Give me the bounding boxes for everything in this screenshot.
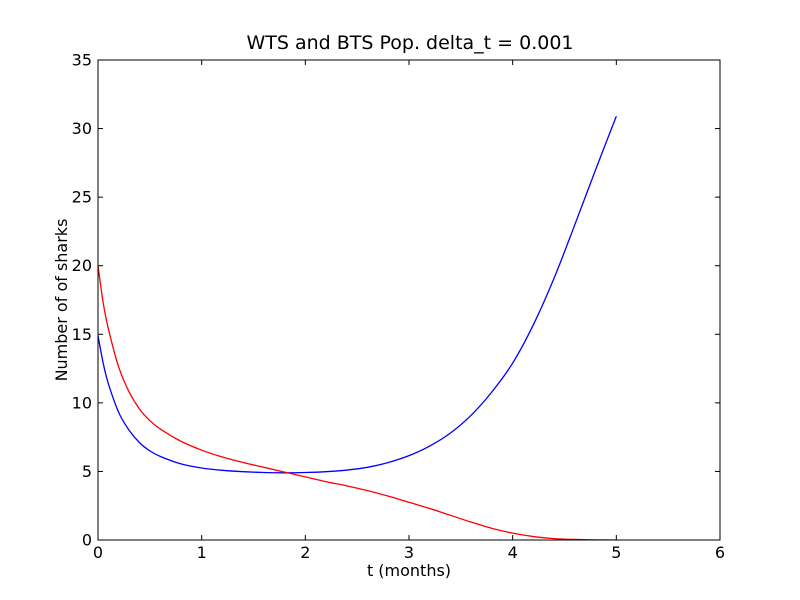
x-tick-label: 1	[197, 543, 207, 562]
chart-title: WTS and BTS Pop. delta_t = 0.001	[246, 32, 573, 54]
x-tick-label: 3	[404, 543, 414, 562]
y-tick-label: 30	[72, 119, 92, 138]
x-tick-label: 4	[508, 543, 518, 562]
x-axis-label: t (months)	[367, 561, 451, 580]
y-axis-label: Number of of sharks	[52, 219, 71, 382]
x-tick-label: 5	[611, 543, 621, 562]
y-tick-label: 25	[72, 188, 92, 207]
y-tick-label: 15	[72, 325, 92, 344]
x-tick-label: 0	[93, 543, 103, 562]
x-tick-label: 6	[715, 543, 725, 562]
y-tick-label: 20	[72, 256, 92, 275]
plot-frame	[97, 59, 721, 541]
y-tick-label: 35	[72, 51, 92, 70]
x-tick-label: 2	[300, 543, 310, 562]
y-tick-label: 0	[82, 531, 92, 550]
y-tick-label: 5	[82, 462, 92, 481]
series-layer	[98, 115, 617, 540]
y-tick-label: 10	[72, 393, 92, 412]
series-line-red	[98, 265, 617, 540]
ticks-layer: 0 1 2 3 4 5 6 0 5 10 15 20 25 30 35	[72, 51, 725, 563]
series-line-blue	[98, 115, 617, 474]
